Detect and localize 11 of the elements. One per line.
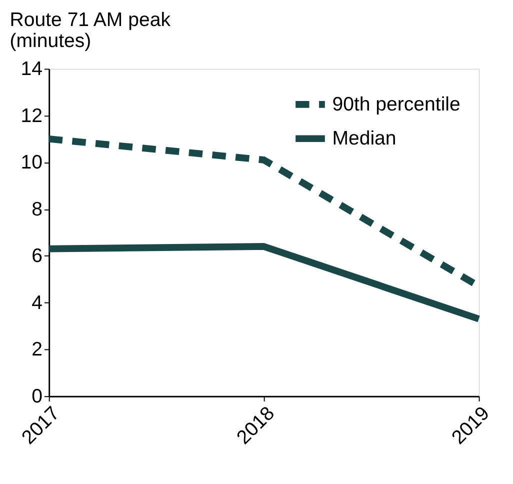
legend-label: Median [332,127,396,150]
y-tick-label: 2 [32,338,43,361]
y-tick-label: 8 [32,198,43,220]
y-tick-label: 12 [20,104,43,127]
y-tick-label: 6 [32,245,43,268]
y-tick-label: 14 [20,58,43,80]
y-tick-label: 10 [20,152,43,174]
y-tick-label: 4 [32,292,43,314]
legend-label: 90th percentile [332,93,460,116]
y-axis-title: Route 71 AM peak (minutes) [10,8,171,52]
y-tick-label: 0 [32,385,43,408]
